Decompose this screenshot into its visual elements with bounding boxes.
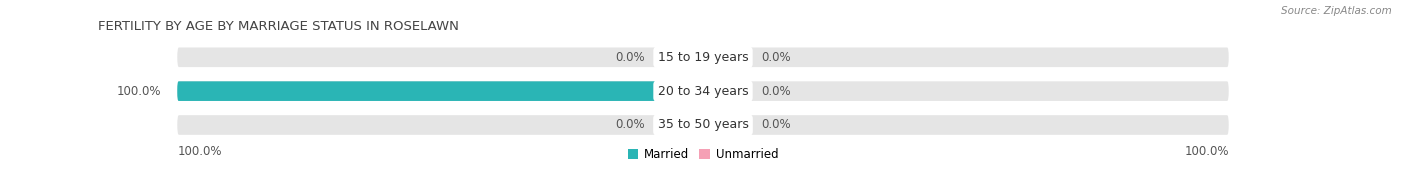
Text: 0.0%: 0.0% (761, 51, 790, 64)
FancyBboxPatch shape (177, 81, 703, 101)
FancyBboxPatch shape (177, 81, 1229, 101)
Text: 15 to 19 years: 15 to 19 years (658, 51, 748, 64)
Text: 0.0%: 0.0% (616, 119, 645, 132)
Text: 0.0%: 0.0% (761, 85, 790, 98)
Text: 0.0%: 0.0% (761, 119, 790, 132)
FancyBboxPatch shape (703, 81, 745, 101)
Text: 20 to 34 years: 20 to 34 years (658, 85, 748, 98)
Text: FERTILITY BY AGE BY MARRIAGE STATUS IN ROSELAWN: FERTILITY BY AGE BY MARRIAGE STATUS IN R… (98, 20, 460, 33)
FancyBboxPatch shape (177, 115, 1229, 135)
Legend: Married, Unmarried: Married, Unmarried (623, 143, 783, 166)
FancyBboxPatch shape (661, 47, 703, 67)
FancyBboxPatch shape (661, 115, 703, 135)
Text: 35 to 50 years: 35 to 50 years (658, 119, 748, 132)
FancyBboxPatch shape (703, 47, 745, 67)
Text: Source: ZipAtlas.com: Source: ZipAtlas.com (1281, 6, 1392, 16)
Text: 100.0%: 100.0% (177, 145, 222, 158)
Text: 0.0%: 0.0% (616, 51, 645, 64)
Text: 100.0%: 100.0% (1184, 145, 1229, 158)
Text: 100.0%: 100.0% (117, 85, 162, 98)
FancyBboxPatch shape (177, 47, 1229, 67)
FancyBboxPatch shape (703, 115, 745, 135)
